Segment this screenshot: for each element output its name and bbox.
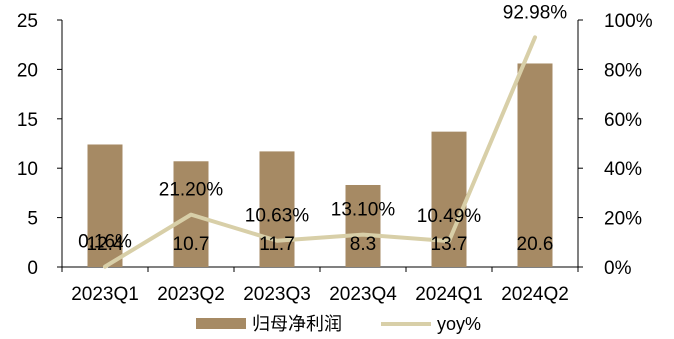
bar	[345, 184, 381, 267]
legend-swatch-bar	[196, 318, 246, 329]
bar	[431, 131, 467, 267]
y-right-tick-label: 0%	[604, 258, 632, 279]
y-left-tick-label: 15	[17, 110, 38, 131]
bar-value-label: 13.7	[431, 234, 468, 255]
bar-series	[87, 63, 553, 267]
y-left-tick-label: 10	[17, 159, 38, 180]
y-right-tick-label: 20%	[604, 209, 642, 230]
yoy-value-label: 13.10%	[331, 200, 396, 221]
y-left-tick-label: 20	[17, 60, 38, 81]
x-tick-label: 2023Q2	[157, 284, 225, 305]
x-tick-label: 2023Q4	[329, 284, 397, 305]
legend-label-bar: 归母净利润	[252, 314, 342, 334]
yoy-point	[189, 213, 193, 217]
y-left-tick-label: 0	[27, 258, 38, 279]
yoy-point	[275, 239, 279, 243]
legend-label-line: yoy%	[437, 314, 481, 334]
bar-value-label: 12.4	[87, 234, 124, 255]
y-left-tick-label: 5	[27, 209, 38, 230]
x-tick-label: 2024Q2	[501, 284, 569, 305]
yoy-line	[103, 35, 537, 269]
bar-value-label: 20.6	[517, 234, 554, 255]
bar-value-label: 8.3	[350, 234, 376, 255]
bar	[259, 151, 295, 267]
yoy-value-label: 10.63%	[245, 206, 310, 227]
yoy-point	[361, 233, 365, 237]
bar-value-label: 10.7	[173, 234, 210, 255]
axes: 0 5 10 15 20 25 0% 20% 40% 60% 80% 100% 2023Q1 2023Q2…	[17, 11, 653, 305]
y-left-tick-label: 25	[17, 11, 38, 32]
bar-value-label: 11.7	[259, 234, 295, 255]
data-labels: 12.4 10.7 11.7 8.3 13.7 20.6 0.16% 21.20% 10.63%…	[78, 2, 567, 255]
yoy-point	[533, 35, 537, 39]
y-right-tick-label: 60%	[604, 110, 642, 131]
bar	[87, 144, 123, 267]
legend: 归母净利润 yoy%	[196, 314, 481, 334]
yoy-value-label: 0.16%	[78, 232, 132, 253]
yoy-value-label: 10.49%	[417, 206, 482, 227]
x-tick-label: 2023Q3	[243, 284, 311, 305]
y-right-tick-label: 100%	[604, 11, 653, 32]
yoy-value-label: 92.98%	[503, 2, 568, 23]
yoy-point	[447, 239, 451, 243]
bar	[517, 63, 553, 267]
line-series	[103, 35, 537, 269]
yoy-value-label: 21.20%	[159, 180, 224, 201]
x-tick-label: 2023Q1	[71, 284, 139, 305]
y-right-tick-label: 80%	[604, 60, 642, 81]
yoy-point	[103, 265, 107, 269]
x-tick-label: 2024Q1	[415, 284, 483, 305]
y-right-tick-label: 40%	[604, 159, 642, 180]
